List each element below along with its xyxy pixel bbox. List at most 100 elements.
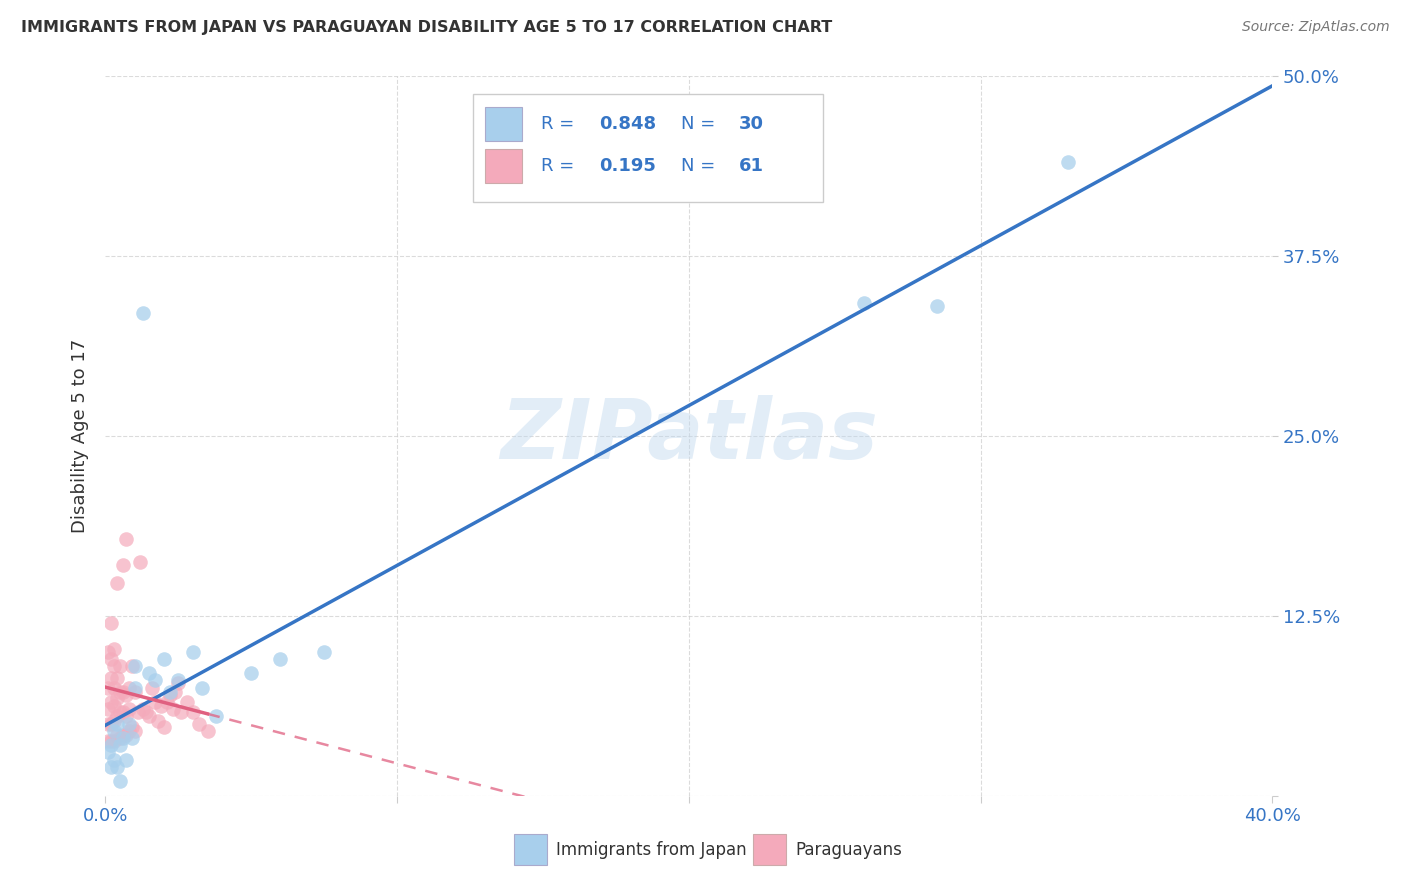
Point — [97, 681, 120, 695]
Point — [138, 666, 160, 681]
Point — [108, 659, 131, 673]
Point — [129, 556, 152, 570]
Point — [103, 699, 125, 714]
Point — [103, 753, 125, 767]
Point — [124, 723, 146, 738]
Point — [100, 760, 122, 774]
Point — [181, 705, 204, 719]
Bar — [754, 834, 786, 865]
Point — [118, 681, 141, 695]
Point — [176, 695, 198, 709]
Point — [100, 739, 122, 753]
Point — [187, 716, 209, 731]
Point — [111, 731, 134, 745]
Text: N =: N = — [681, 157, 721, 175]
Point — [97, 645, 120, 659]
Point — [103, 734, 125, 748]
Point — [146, 714, 169, 728]
Point — [121, 720, 143, 734]
Text: 61: 61 — [740, 157, 763, 175]
Point — [121, 659, 143, 673]
Point — [159, 685, 181, 699]
Point — [100, 716, 122, 731]
Point — [103, 714, 125, 728]
Point — [141, 681, 163, 695]
Point — [127, 705, 149, 719]
Point — [111, 558, 134, 573]
Point — [100, 695, 122, 709]
Point — [103, 723, 125, 738]
Point — [153, 720, 174, 734]
Text: IMMIGRANTS FROM JAPAN VS PARAGUAYAN DISABILITY AGE 5 TO 17 CORRELATION CHART: IMMIGRANTS FROM JAPAN VS PARAGUAYAN DISA… — [21, 20, 832, 35]
Point — [121, 731, 143, 745]
Point — [124, 681, 146, 695]
Point — [100, 671, 122, 685]
Point — [100, 652, 122, 666]
Point — [105, 575, 128, 590]
Point — [108, 774, 131, 789]
Text: N =: N = — [681, 115, 721, 133]
Point — [852, 296, 875, 310]
Point — [240, 666, 263, 681]
Point — [108, 739, 131, 753]
Text: 0.848: 0.848 — [599, 115, 657, 133]
Point — [103, 641, 125, 656]
Point — [97, 716, 120, 731]
Point — [167, 673, 190, 688]
Text: R =: R = — [541, 157, 579, 175]
Point — [314, 645, 336, 659]
Point — [153, 652, 174, 666]
Point — [159, 688, 181, 702]
Point — [190, 681, 212, 695]
Point — [97, 702, 120, 716]
Y-axis label: Disability Age 5 to 17: Disability Age 5 to 17 — [72, 339, 90, 533]
Point — [162, 702, 184, 716]
Bar — [515, 834, 547, 865]
Point — [111, 685, 134, 699]
Point — [197, 723, 219, 738]
Point — [100, 734, 122, 748]
Point — [138, 709, 160, 723]
Point — [115, 728, 138, 742]
Point — [97, 734, 120, 748]
Point — [118, 723, 141, 738]
Point — [143, 695, 166, 709]
Point — [118, 702, 141, 716]
Point — [108, 685, 131, 699]
Text: Immigrants from Japan: Immigrants from Japan — [555, 840, 747, 859]
Text: R =: R = — [541, 115, 579, 133]
Text: Paraguayans: Paraguayans — [796, 840, 903, 859]
Point — [105, 728, 128, 742]
Text: ZIPatlas: ZIPatlas — [501, 395, 877, 476]
Point — [132, 702, 155, 716]
Point — [115, 688, 138, 702]
Point — [269, 652, 292, 666]
Text: 30: 30 — [740, 115, 763, 133]
Point — [1057, 155, 1080, 169]
Point — [115, 709, 138, 723]
Point — [111, 705, 134, 719]
Point — [100, 615, 122, 630]
Point — [156, 695, 179, 709]
Point — [115, 753, 138, 767]
Point — [925, 299, 948, 313]
Point — [105, 709, 128, 723]
Bar — [485, 149, 522, 183]
Point — [111, 728, 134, 742]
Text: 0.195: 0.195 — [599, 157, 657, 175]
Point — [118, 716, 141, 731]
Point — [124, 685, 146, 699]
Bar — [485, 107, 522, 141]
Point — [181, 645, 204, 659]
Point — [115, 533, 138, 547]
Point — [132, 306, 155, 320]
Point — [103, 659, 125, 673]
Point — [105, 671, 128, 685]
Point — [143, 673, 166, 688]
Point — [105, 716, 128, 731]
Text: Source: ZipAtlas.com: Source: ZipAtlas.com — [1241, 20, 1389, 34]
Point — [124, 659, 146, 673]
Point — [105, 760, 128, 774]
Point — [165, 685, 187, 699]
Point — [205, 709, 228, 723]
